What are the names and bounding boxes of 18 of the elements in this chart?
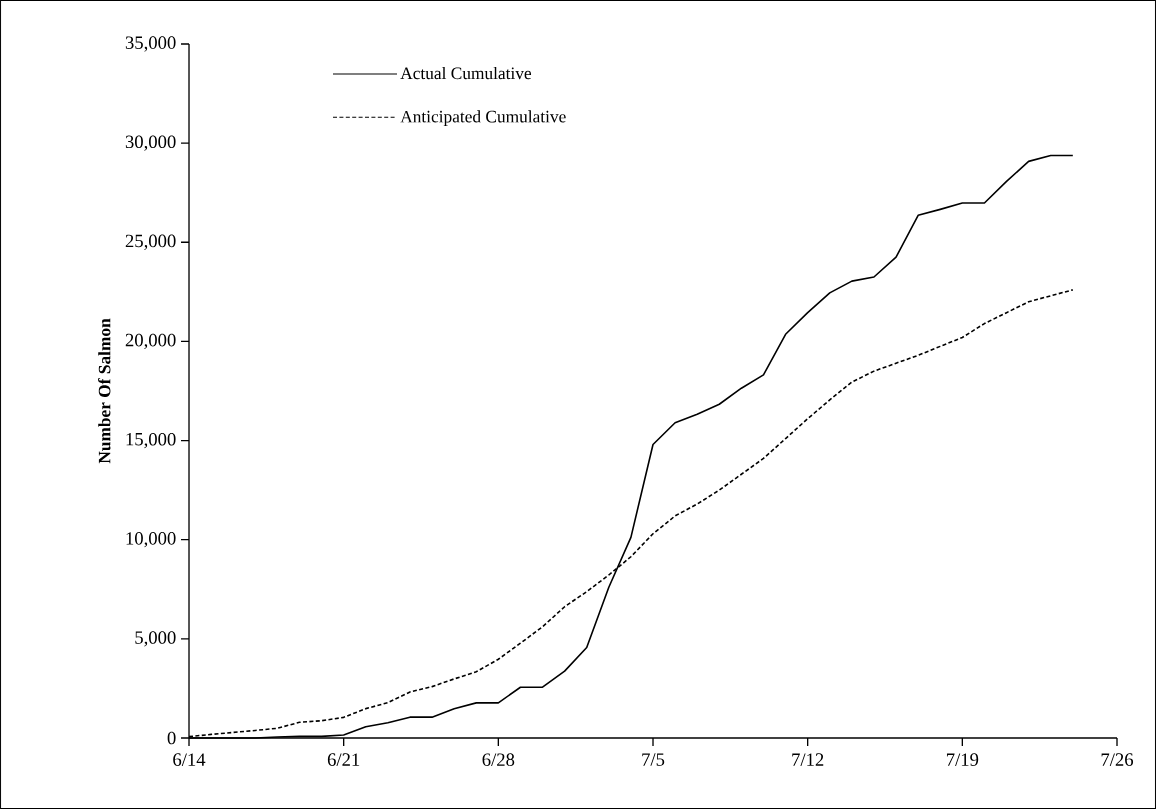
y-tick-label: 25,000 (125, 234, 176, 250)
y-tick-label: 5,000 (135, 631, 176, 647)
x-tick-label: 7/5 (642, 753, 665, 766)
x-tick-label: 6/14 (173, 753, 206, 766)
y-tick-label: 35,000 (125, 36, 176, 52)
y-tick-label: 30,000 (125, 135, 176, 151)
y-tick-label: 20,000 (125, 333, 176, 350)
y-axis-title: Number Of Salmon (98, 318, 111, 464)
x-tick-label: 7/19 (946, 753, 979, 766)
legend-label: Actual Cumulative (400, 66, 532, 80)
legend-label: Anticipated Cumulative (400, 110, 566, 126)
x-tick-label: 6/21 (327, 753, 360, 766)
x-tick-label: 7/12 (792, 753, 824, 766)
x-tick-label: 6/28 (482, 753, 515, 766)
x-tick-label: 7/26 (1101, 753, 1134, 766)
y-tick-label: 10,000 (126, 532, 176, 548)
y-tick-label: 15,000 (126, 432, 176, 449)
y-tick-label: 0 (167, 731, 176, 745)
